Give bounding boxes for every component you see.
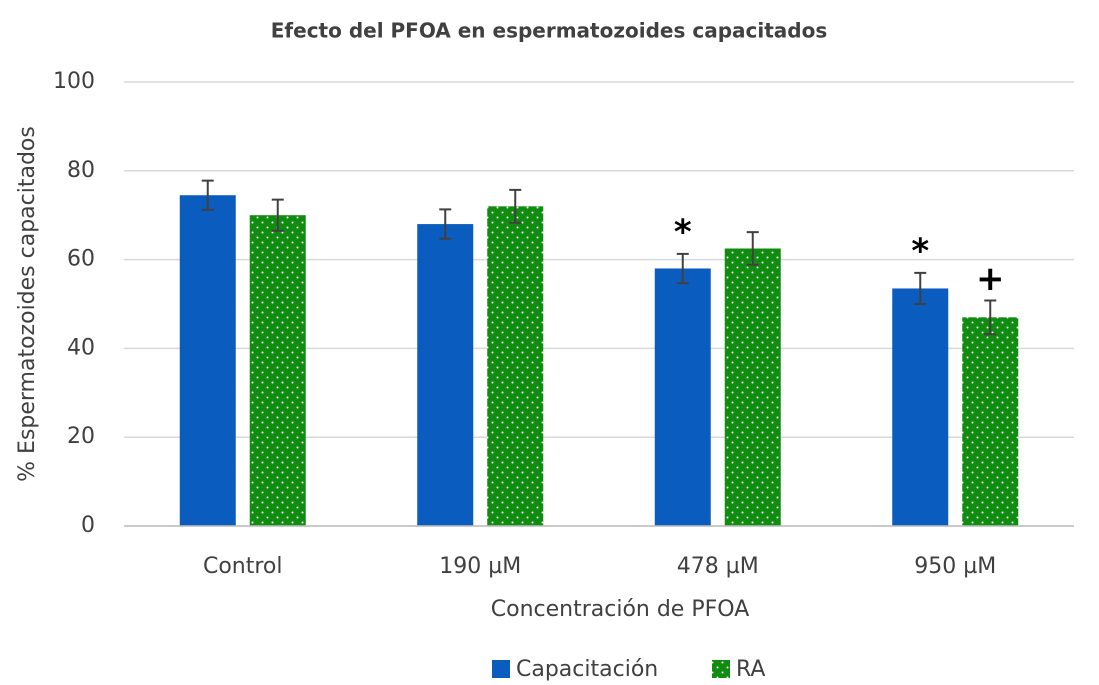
legend-swatch xyxy=(712,660,730,678)
bar xyxy=(487,206,544,526)
y-tick-label: 60 xyxy=(67,247,95,272)
bar xyxy=(962,317,1019,526)
bar xyxy=(654,268,711,526)
error-bar xyxy=(439,208,452,240)
y-tick-label: 100 xyxy=(53,69,95,94)
legend-label: Capacitación xyxy=(516,657,658,682)
error-bar xyxy=(914,271,927,305)
y-tick-label: 40 xyxy=(67,335,95,360)
bar xyxy=(179,195,236,526)
error-bar xyxy=(271,198,284,232)
y-tick-label: 0 xyxy=(81,513,95,538)
y-tick-label: 20 xyxy=(67,424,95,449)
annotation: + xyxy=(976,259,1005,299)
bar xyxy=(417,224,474,526)
annotation: * xyxy=(674,212,692,252)
x-tick-label: Control xyxy=(203,554,283,579)
bar xyxy=(892,288,949,526)
chart-title: Efecto del PFOA en espermatozoides capac… xyxy=(271,19,827,43)
x-tick-label: 478 µM xyxy=(677,554,759,579)
legend-label: RA xyxy=(736,657,765,682)
bar xyxy=(724,248,781,526)
annotation: * xyxy=(911,231,929,271)
error-bar xyxy=(984,299,997,336)
legend-swatch xyxy=(492,660,510,678)
error-bar xyxy=(509,188,522,224)
error-bar xyxy=(201,179,214,211)
bar xyxy=(249,215,306,526)
error-bar xyxy=(746,231,759,266)
x-tick-label: 190 µM xyxy=(439,554,521,579)
error-bar xyxy=(676,252,689,285)
y-tick-label: 80 xyxy=(67,158,95,183)
x-axis-title: Concentración de PFOA xyxy=(491,597,750,622)
x-tick-label: 950 µM xyxy=(914,554,996,579)
y-axis-title: % Espermatozoides capacitados xyxy=(15,126,40,482)
